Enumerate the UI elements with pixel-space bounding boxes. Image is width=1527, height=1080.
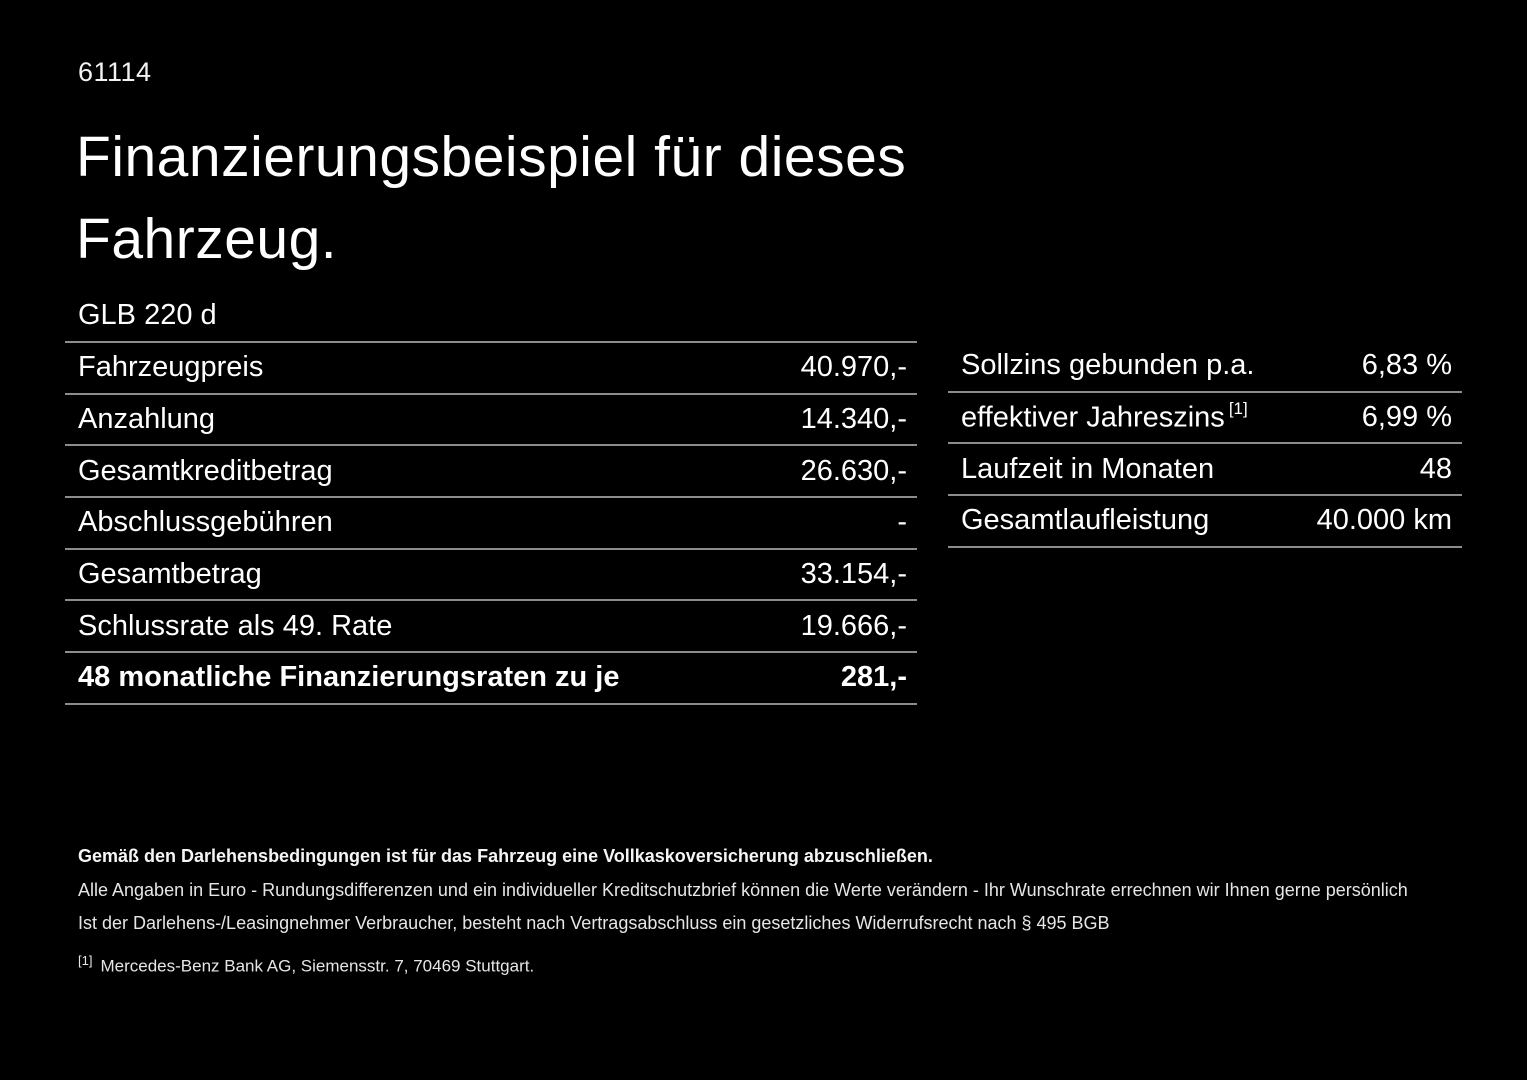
row-label: Sollzins gebunden p.a. [961,349,1255,382]
row-value: 33.154,- [800,558,907,591]
row-value: - [897,506,907,539]
vehicle-model-label: GLB 220 d [78,299,217,331]
row-label: Anzahlung [78,403,216,436]
row-label: 48 monatliche Finanzierungsraten zu je [78,661,620,694]
bank-footnote: [1] Mercedes-Benz Bank AG, Siemensstr. 7,… [78,953,1458,977]
footnote-marker: [1] [78,953,93,968]
table-row-monatsrate: 48 monatliche Finanzierungsraten zu je 2… [65,653,917,705]
row-label: Gesamtkreditbetrag [78,454,333,487]
legal-footer: Gemäß den Darlehensbedingungen ist für d… [78,847,1458,994]
row-value: 26.630,- [800,454,907,487]
table-row-gesamtlaufleistung: Gesamtlaufleistung 40.000 km [948,496,1462,548]
table-row-abschlussgebuehren: Abschlussgebühren - [65,498,917,550]
table-row-gesamtkreditbetrag: Gesamtkreditbetrag 26.630,- [65,446,917,499]
page-title-line-2: Fahrzeug. [76,207,338,271]
financing-table-left: Fahrzeugpreis 40.970,- Anzahlung 14.340,… [65,341,917,705]
table-row-anzahlung: Anzahlung 14.340,- [65,395,917,447]
document-code: 61114 [78,57,152,87]
row-value: 6,83 % [1361,349,1452,382]
table-row-fahrzeugpreis: Fahrzeugpreis 40.970,- [65,343,917,395]
row-value: 19.666,- [800,609,907,642]
row-label: Fahrzeugpreis [78,351,264,384]
row-label: Gesamtbetrag [78,558,262,591]
row-value: 48 [1419,452,1452,485]
row-label: Schlussrate als 49. Rate [78,609,393,642]
financing-table-right: Sollzins gebunden p.a. 6,83 % effektiver… [948,341,1462,548]
insurance-note: Gemäß den Darlehensbedingungen ist für d… [78,846,933,866]
row-value: 6,99 % [1361,401,1452,434]
table-row-sollzins: Sollzins gebunden p.a. 6,83 % [948,341,1462,393]
withdrawal-right-note: Ist der Darlehens-/Leasingnehmer Verbrau… [78,913,1110,933]
page-title-line-1: Finanzierungsbeispiel für dieses [76,125,907,189]
row-label: Gesamtlaufleistung [961,504,1210,537]
row-value: 14.340,- [800,403,907,436]
row-value: 40.970,- [800,351,907,384]
page-title: Finanzierungsbeispiel für dieses Fahrzeu… [76,116,906,280]
row-value: 281,- [840,661,907,694]
row-value: 40.000 km [1316,504,1452,537]
table-row-schlussrate: Schlussrate als 49. Rate 19.666,- [65,601,917,654]
table-row-laufzeit: Laufzeit in Monaten 48 [948,444,1462,497]
table-row-effektiver-jahreszins: effektiver Jahreszins [1] 6,99 % [948,393,1462,445]
footnote-reference: [1] [1228,398,1248,418]
row-label: Laufzeit in Monaten [961,452,1215,485]
row-label-text: effektiver Jahreszins [961,401,1225,434]
row-label: Abschlussgebühren [78,506,333,539]
footnote-text: Mercedes-Benz Bank AG, Siemensstr. 7, 70… [100,956,535,976]
row-label: effektiver Jahreszins [1] [961,398,1248,435]
table-row-gesamtbetrag: Gesamtbetrag 33.154,- [65,550,917,602]
euro-rounding-note: Alle Angaben in Euro - Rundungsdifferenz… [78,880,1408,900]
